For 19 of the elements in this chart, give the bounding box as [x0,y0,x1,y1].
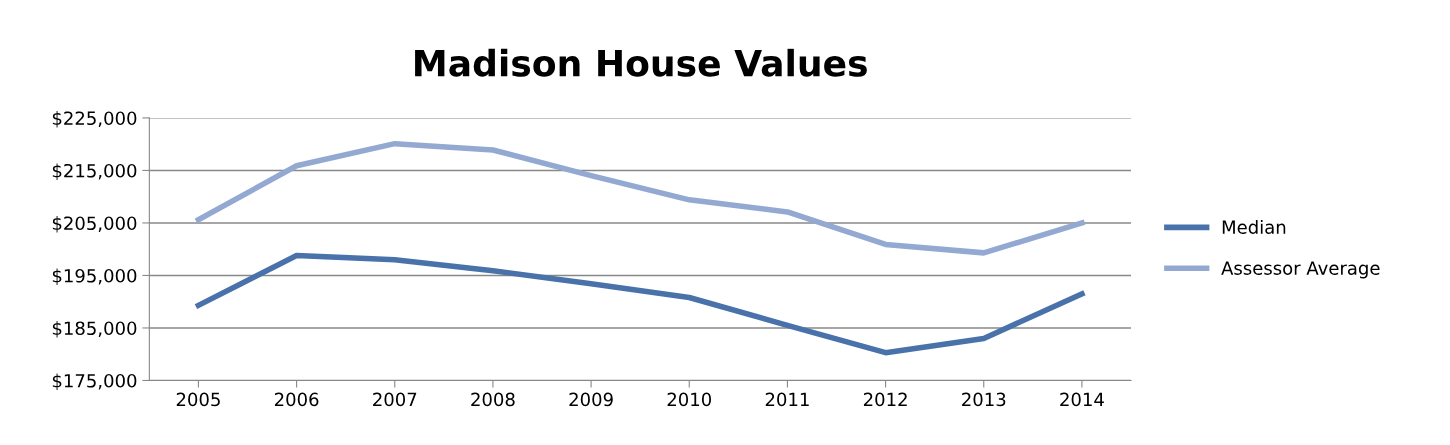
y-tick-label: $175,000 [52,373,137,390]
legend-label: Median [1222,219,1286,234]
x-tick-label: 2014 [1060,392,1104,407]
y-tick-label: $225,000 [52,111,137,128]
y-tick-label: $185,000 [52,321,137,338]
x-tick-label: 2010 [667,392,712,407]
y-tick-label: $205,000 [52,216,137,233]
x-tick-label: 2008 [471,392,515,407]
legend-label: Assessor Average [1221,261,1380,279]
x-tick-label: 2005 [176,392,220,407]
x-tick-label: 2009 [569,392,613,407]
x-tick-label: 2006 [274,392,319,407]
y-tick-label: $215,000 [52,163,137,180]
x-tick-label: 2007 [373,392,417,407]
x-tick-label: 2013 [962,392,1006,407]
chart-title: Madison House Values [415,48,867,77]
y-tick-label: $195,000 [52,268,137,285]
x-tick-label: 2012 [863,392,907,407]
x-tick-label: 2011 [765,392,809,407]
